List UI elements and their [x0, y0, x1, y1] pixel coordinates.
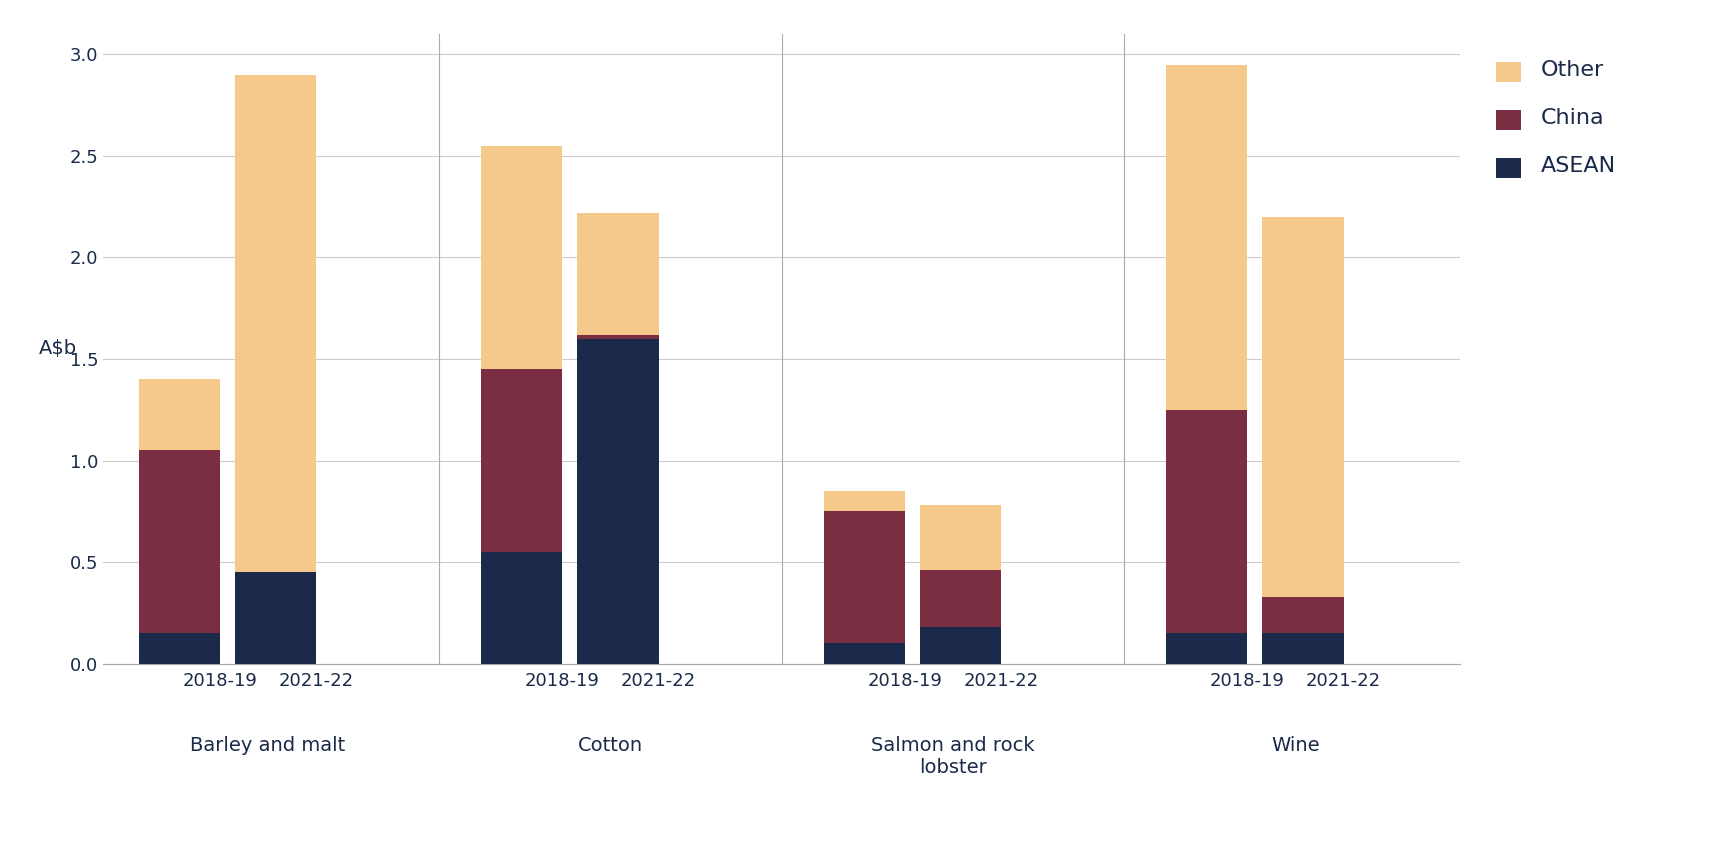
- Text: Salmon and rock
lobster: Salmon and rock lobster: [871, 736, 1034, 777]
- Bar: [1263, 217, 1343, 597]
- Bar: [1263, 633, 1343, 664]
- Bar: [1167, 410, 1247, 633]
- Bar: [823, 511, 905, 643]
- Bar: [1263, 597, 1343, 633]
- Bar: [1167, 633, 1247, 664]
- Text: Barley and malt: Barley and malt: [191, 736, 345, 755]
- Bar: [919, 570, 1002, 627]
- Text: Wine: Wine: [1271, 736, 1319, 755]
- Bar: [919, 627, 1002, 664]
- Legend: Other, China, ASEAN: Other, China, ASEAN: [1484, 45, 1627, 189]
- Bar: [139, 633, 220, 664]
- Bar: [823, 643, 905, 664]
- Bar: [235, 573, 316, 664]
- Bar: [577, 213, 658, 334]
- Bar: [577, 339, 658, 664]
- Text: Cotton: Cotton: [577, 736, 643, 755]
- Bar: [823, 491, 905, 511]
- Bar: [139, 380, 220, 450]
- Bar: [919, 505, 1002, 570]
- Bar: [481, 146, 562, 369]
- Bar: [139, 450, 220, 633]
- Bar: [577, 334, 658, 339]
- Y-axis label: A$b: A$b: [40, 340, 77, 358]
- Bar: [481, 552, 562, 664]
- Bar: [481, 369, 562, 552]
- Bar: [1167, 65, 1247, 410]
- Bar: [235, 75, 316, 573]
